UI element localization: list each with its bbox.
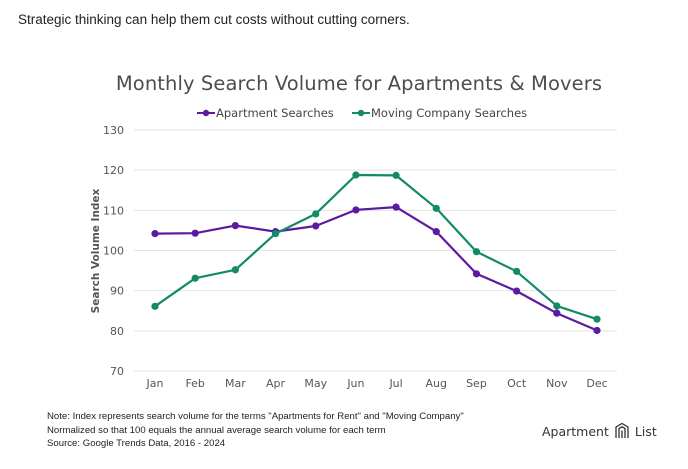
data-point (151, 302, 159, 310)
x-tick-label: May (304, 377, 327, 390)
x-tick-labels: Jan Feb Mar Apr May Jun Jul Aug Sep Oct Nov Dec (146, 377, 608, 390)
legend-swatch-marker (357, 109, 365, 117)
data-point (231, 266, 239, 274)
legend-label: Moving Company Searches (371, 106, 527, 120)
data-point (513, 287, 521, 295)
data-point (352, 171, 360, 179)
data-point (432, 228, 440, 236)
data-point (312, 222, 320, 230)
series-group (151, 171, 601, 323)
y-tick-label: 120 (103, 164, 124, 177)
brand-word-list: List (634, 423, 657, 439)
data-point (312, 210, 320, 218)
data-point (472, 248, 481, 256)
data-point (432, 204, 440, 212)
source-line: Source: Google Trends Data, 2016 - 2024 (47, 438, 226, 449)
x-tick-label: Jul (388, 377, 402, 390)
x-tick-label: Aug (426, 377, 447, 390)
legend-label: Apartment Searches (216, 106, 334, 120)
x-tick-label: Dec (586, 377, 607, 390)
data-point (352, 206, 360, 214)
series-group (151, 203, 601, 335)
y-tick-label: 70 (110, 365, 124, 378)
note-line: Normalized so that 100 equals the annual… (47, 424, 386, 436)
legend-swatch-marker (202, 109, 210, 117)
x-tick-label: Jun (346, 377, 364, 390)
legend-item: Moving Company Searches (352, 106, 527, 120)
intro-text: Strategic thinking can help them cut cos… (18, 12, 410, 27)
brand-word-apartment: Apartment (542, 423, 609, 439)
chart-notes: Note: Index represents search volume for… (47, 410, 464, 451)
y-tick-label: 100 (103, 245, 124, 258)
series (151, 171, 601, 335)
y-tick-label: 80 (110, 325, 124, 338)
data-point (191, 229, 199, 237)
data-point (513, 267, 521, 275)
gridlines (134, 129, 617, 372)
legend-item: Apartment Searches (197, 106, 334, 120)
line-chart: 70 80 90 100 110 120 130 Jan Feb Mar Apr May Jun Jul… (90, 106, 617, 390)
legend: Apartment Searches Moving Company Searche… (197, 106, 527, 120)
data-point (271, 230, 280, 238)
data-point (553, 309, 561, 317)
y-tick-label: 90 (110, 285, 124, 298)
data-point (231, 221, 239, 230)
y-axis-label: Search Volume Index (90, 188, 102, 313)
y-tick-label: 130 (103, 124, 124, 137)
data-point (593, 315, 601, 323)
x-tick-label: Mar (225, 377, 246, 390)
series-line (154, 173, 598, 321)
apartment-list-logo-icon (615, 422, 629, 438)
chart-title: Monthly Search Volume for Apartments & M… (115, 72, 603, 95)
y-tick-label: 110 (103, 204, 124, 217)
y-tick-labels: 70 80 90 100 110 120 130 (103, 124, 124, 378)
data-point (191, 274, 199, 282)
data-point (593, 326, 601, 335)
x-tick-label: Oct (507, 377, 527, 390)
x-tick-label: Feb (185, 377, 204, 390)
data-point (151, 230, 159, 238)
x-tick-label: Jan (146, 377, 164, 390)
data-point (553, 302, 561, 310)
note-line: Note: Index represents search volume for… (47, 411, 464, 422)
x-tick-label: Nov (546, 377, 568, 390)
x-tick-label: Apr (266, 377, 286, 390)
series-line (154, 206, 598, 332)
data-point (392, 203, 400, 211)
data-point (392, 171, 400, 179)
brand-logo: Apartment List (542, 421, 657, 441)
x-tick-label: Sep (466, 377, 487, 390)
data-point (472, 270, 481, 278)
